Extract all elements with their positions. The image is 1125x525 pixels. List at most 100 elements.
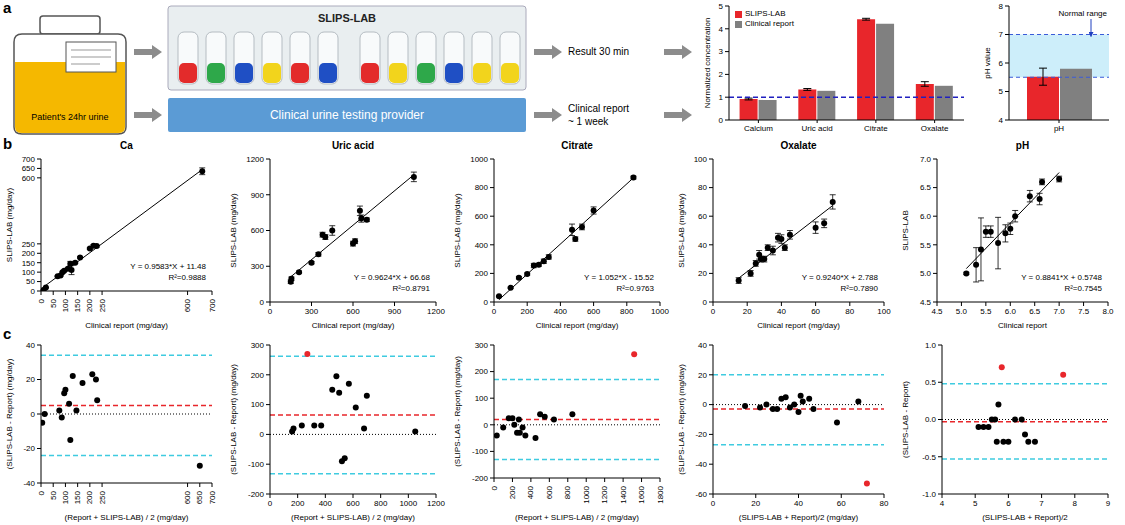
svg-text:200: 200	[291, 499, 305, 508]
svg-text:40: 40	[777, 307, 786, 316]
svg-text:6.0: 6.0	[1005, 307, 1017, 316]
svg-text:1200: 1200	[246, 155, 264, 164]
svg-text:600: 600	[545, 485, 554, 499]
svg-text:Result 30 min: Result 30 min	[568, 46, 629, 57]
svg-text:1600: 1600	[637, 485, 646, 503]
svg-text:150: 150	[22, 259, 36, 268]
svg-text:6: 6	[999, 59, 1004, 68]
svg-text:200: 200	[475, 367, 489, 376]
svg-text:300: 300	[305, 307, 319, 316]
svg-text:100: 100	[251, 400, 265, 409]
svg-text:100: 100	[694, 155, 708, 164]
svg-text:600: 600	[183, 298, 192, 312]
svg-text:(SLIPS-LAB - Report) (mg/day): (SLIPS-LAB - Report) (mg/day)	[229, 364, 238, 475]
svg-text:0: 0	[268, 499, 273, 508]
svg-text:150: 150	[73, 298, 82, 312]
svg-text:Clinical report: Clinical report	[568, 103, 629, 114]
svg-text:(Report + SLIPS-LAB) / 2 (mg/d: (Report + SLIPS-LAB) / 2 (mg/day)	[65, 513, 189, 522]
svg-text:40: 40	[698, 341, 707, 350]
svg-text:100: 100	[475, 394, 489, 403]
svg-text:600: 600	[346, 499, 360, 508]
svg-text:~ 1 week: ~ 1 week	[568, 116, 609, 127]
svg-text:8: 8	[999, 2, 1004, 11]
svg-text:400: 400	[319, 499, 333, 508]
svg-text:900: 900	[251, 191, 265, 200]
svg-text:(SLIPS-LAB + Report)/2 (mg/day: (SLIPS-LAB + Report)/2 (mg/day)	[739, 513, 859, 522]
svg-text:0: 0	[719, 116, 724, 125]
svg-text:50: 50	[49, 490, 58, 499]
svg-text:pH value: pH value	[983, 47, 992, 79]
svg-text:SLIPS-LAB: SLIPS-LAB	[901, 210, 910, 250]
svg-text:80: 80	[698, 183, 707, 192]
svg-text:1400: 1400	[619, 485, 628, 503]
svg-text:80: 80	[845, 307, 854, 316]
svg-text:-40: -40	[23, 479, 35, 488]
svg-text:2: 2	[719, 70, 724, 79]
svg-text:0: 0	[260, 298, 265, 307]
svg-text:9: 9	[1106, 499, 1111, 508]
svg-text:7: 7	[1039, 499, 1044, 508]
svg-text:700: 700	[208, 490, 217, 504]
svg-text:Clinical report (mg/day): Clinical report (mg/day)	[757, 321, 840, 330]
svg-text:SLIPS-LAB: SLIPS-LAB	[318, 12, 376, 24]
svg-text:50: 50	[49, 298, 58, 307]
svg-text:200: 200	[475, 269, 489, 278]
svg-text:20: 20	[26, 375, 35, 384]
svg-text:-100: -100	[472, 447, 489, 456]
svg-text:200: 200	[22, 249, 36, 258]
svg-text:600: 600	[346, 307, 360, 316]
svg-text:600: 600	[251, 226, 265, 235]
svg-text:6.5: 6.5	[1029, 307, 1041, 316]
svg-text:Citrate: Citrate	[864, 124, 888, 133]
svg-text:Clinical urine testing provide: Clinical urine testing provider	[270, 108, 424, 122]
svg-text:0: 0	[703, 298, 708, 307]
svg-text:40: 40	[794, 499, 803, 508]
svg-text:4.5: 4.5	[931, 307, 943, 316]
svg-text:60: 60	[698, 212, 707, 221]
svg-text:3: 3	[719, 47, 724, 56]
svg-text:5.0: 5.0	[920, 269, 932, 278]
svg-text:400: 400	[475, 241, 489, 250]
svg-text:150: 150	[73, 490, 82, 504]
svg-text:800: 800	[563, 485, 572, 499]
svg-text:1000: 1000	[470, 155, 488, 164]
svg-text:6.5: 6.5	[920, 183, 932, 192]
svg-text:SLIPS-LAB (mg/day): SLIPS-LAB (mg/day)	[453, 193, 462, 268]
svg-text:(Report + SLIPS-LAB) / 2 (mg/d: (Report + SLIPS-LAB) / 2 (mg/day)	[291, 513, 415, 522]
svg-text:250: 250	[98, 298, 107, 312]
svg-text:0: 0	[711, 499, 716, 508]
svg-text:0: 0	[37, 490, 46, 495]
svg-text:400: 400	[554, 307, 568, 316]
svg-text:-1.0: -1.0	[922, 490, 936, 499]
svg-text:7.5: 7.5	[1078, 307, 1090, 316]
svg-text:7.0: 7.0	[1054, 307, 1066, 316]
svg-text:200: 200	[85, 490, 94, 504]
svg-text:400: 400	[526, 485, 535, 499]
svg-text:200: 200	[251, 371, 265, 380]
svg-text:40: 40	[698, 241, 707, 250]
svg-text:5.5: 5.5	[920, 241, 932, 250]
svg-text:650: 650	[195, 490, 204, 504]
svg-text:-200: -200	[248, 490, 265, 499]
svg-text:0: 0	[37, 298, 46, 303]
svg-text:250: 250	[98, 490, 107, 504]
svg-text:200: 200	[508, 485, 517, 499]
svg-text:0: 0	[260, 430, 265, 439]
svg-text:800: 800	[475, 183, 489, 192]
svg-text:7.0: 7.0	[920, 155, 932, 164]
svg-text:0: 0	[484, 421, 489, 430]
svg-text:SLIPS-LAB (mg/day): SLIPS-LAB (mg/day)	[5, 188, 14, 263]
svg-text:300: 300	[475, 341, 489, 350]
svg-text:80: 80	[880, 499, 889, 508]
svg-text:-60: -60	[695, 490, 707, 499]
svg-text:Patient's 24hr urine: Patient's 24hr urine	[31, 112, 108, 122]
svg-text:-100: -100	[248, 460, 265, 469]
svg-text:(Report + SLIPS-LAB) / 2 (mg/d: (Report + SLIPS-LAB) / 2 (mg/day)	[515, 513, 639, 522]
svg-text:SLIPS-LAB (mg/day): SLIPS-LAB (mg/day)	[677, 193, 686, 268]
svg-text:60: 60	[811, 307, 820, 316]
svg-text:300: 300	[251, 341, 265, 350]
svg-text:(SLIPS-LAB - Report) (mg/day): (SLIPS-LAB - Report) (mg/day)	[677, 364, 686, 475]
svg-text:0.5: 0.5	[925, 378, 937, 387]
svg-text:0: 0	[484, 298, 489, 307]
svg-text:4: 4	[719, 25, 724, 34]
